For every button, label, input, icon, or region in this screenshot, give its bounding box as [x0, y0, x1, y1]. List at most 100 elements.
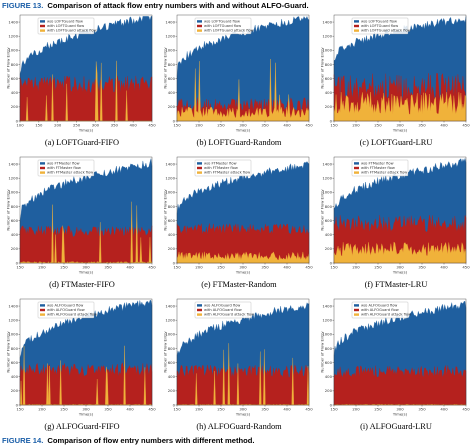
legend-entry: with LOFTGuard attack flow	[361, 29, 411, 33]
legend-swatch	[354, 313, 359, 316]
y-axis-title: Number of Flow Entry	[320, 331, 325, 373]
panel-h: 0 200 400 600 800 1000 1200 1400 150 200 250 300 350…	[163, 295, 315, 435]
x-tick-label: 450	[462, 123, 470, 128]
y-tick-label: 1200	[8, 176, 18, 181]
panel-i: 0 200 400 600 800 1000 1200 1400 150 200 250 300 350…	[320, 295, 472, 435]
legend-box	[194, 301, 252, 319]
y-tick-label: 1400	[322, 161, 332, 166]
x-axis-title: Time(s)	[392, 412, 408, 417]
x-tick-label: 400	[440, 123, 448, 128]
y-tick-label: 200	[168, 246, 176, 251]
subfigure-caption: (a) LOFTGuard-FIFO	[44, 138, 120, 147]
legend-entry: with FTMaster attack flow	[204, 171, 250, 175]
y-tick-label: 1000	[8, 332, 18, 337]
x-tick-label: 200	[38, 265, 46, 270]
legend-entry: with ALFOGuard flow	[47, 308, 85, 312]
y-tick-label: 1400	[165, 161, 175, 166]
legend-entry: w/o LOFTGuard flow	[204, 19, 240, 23]
legend-swatch	[197, 166, 202, 170]
x-tick-label: 150	[173, 123, 181, 128]
series-attack-area	[333, 241, 467, 264]
x-tick-label: 450	[462, 407, 470, 412]
x-tick-label: 250	[374, 123, 382, 128]
y-axis-title: Number of Flow Entry	[320, 189, 325, 231]
y-tick-label: 400	[168, 232, 176, 237]
y-tick-label: 1000	[165, 190, 175, 195]
y-tick-label: 0	[16, 260, 19, 265]
x-tick-label: 400	[126, 265, 134, 270]
x-tick-label: 400	[283, 265, 291, 270]
legend-entry: with ALFOGuard flow	[361, 308, 399, 312]
y-tick-label: 800	[325, 346, 333, 351]
series-attack-area	[19, 201, 153, 264]
legend-swatch	[40, 29, 45, 32]
legend-entry: with ALFOGuard attack flow	[204, 313, 254, 317]
figure-13-caption: FIGURE 13. Comparison of attack flow entr…	[2, 1, 309, 10]
y-tick-label: 1200	[8, 34, 18, 39]
y-axis-title: Number of Flow Entry	[163, 189, 168, 231]
subfigure-caption: (c) LOFTGuard-LRU	[359, 138, 433, 147]
x-tick-label: 450	[305, 265, 313, 270]
x-tick-label: 250	[60, 407, 68, 412]
figure-14-text: Comparison of flow entry numbers with di…	[47, 436, 255, 445]
x-tick-label: 250	[217, 265, 225, 270]
chart-f: 0 200 400 600 800 1000 1200 1400 150 200 250 300 350…	[320, 156, 470, 275]
x-tick-label: 100	[16, 123, 24, 128]
x-tick-label: 400	[130, 123, 138, 128]
x-tick-label: 200	[195, 265, 203, 270]
x-tick-label: 300	[396, 265, 404, 270]
y-tick-label: 1200	[322, 318, 332, 323]
x-tick-label: 250	[217, 407, 225, 412]
x-tick-label: 250	[374, 407, 382, 412]
legend-swatch	[40, 20, 45, 23]
y-tick-label: 1400	[322, 303, 332, 308]
legend-entry: with LOFTGuard attack flow	[47, 29, 97, 33]
legend-box	[37, 301, 95, 319]
x-tick-label: 300	[82, 265, 90, 270]
chart-c: 0 200 400 600 800 1000 1200 1400 150 200 250 300 350…	[320, 14, 470, 133]
legend-box	[37, 17, 95, 35]
y-tick-label: 1000	[322, 48, 332, 53]
legend-entry: with FTMaster flow	[47, 166, 81, 170]
x-tick-label: 250	[73, 123, 81, 128]
legend-entry: w/o LOFTGuard flow	[47, 19, 83, 23]
x-tick-label: 400	[440, 265, 448, 270]
x-axis-title: Time(s)	[78, 412, 94, 417]
x-tick-label: 200	[195, 407, 203, 412]
y-tick-label: 1200	[322, 34, 332, 39]
figure-14-grid: 0 200 400 600 800 1000 1200 1400 100 150 200 250 300…	[0, 11, 474, 435]
y-tick-label: 200	[325, 246, 333, 251]
x-axis-title: Time(s)	[392, 128, 408, 133]
legend-swatch	[354, 20, 359, 23]
x-tick-label: 400	[283, 407, 291, 412]
y-tick-label: 200	[11, 388, 19, 393]
x-tick-label: 150	[35, 123, 43, 128]
y-tick-label: 1200	[8, 318, 18, 323]
legend-swatch	[197, 20, 202, 23]
y-tick-label: 0	[173, 118, 176, 123]
legend-entry: with FTMaster flow	[361, 166, 395, 170]
y-tick-label: 800	[11, 62, 19, 67]
x-tick-label: 200	[54, 123, 62, 128]
figure-14-label: FIGURE 14.	[2, 436, 44, 445]
y-tick-label: 800	[11, 346, 19, 351]
legend-swatch	[197, 171, 202, 174]
legend-entry: w/o ALFOGuard flow	[47, 303, 83, 307]
x-tick-label: 400	[440, 407, 448, 412]
x-axis-title: Time(s)	[235, 128, 251, 133]
legend-swatch	[197, 162, 202, 165]
x-tick-label: 300	[239, 123, 247, 128]
y-tick-label: 600	[325, 218, 333, 223]
y-tick-label: 1200	[322, 176, 332, 181]
y-tick-label: 0	[173, 260, 176, 265]
y-tick-label: 200	[168, 104, 176, 109]
x-tick-label: 450	[148, 407, 156, 412]
y-tick-label: 200	[11, 104, 19, 109]
legend-box	[194, 159, 252, 177]
legend-box	[194, 17, 252, 35]
subfigure-caption: (b) LOFTGuard-Random	[196, 138, 282, 147]
series-benign-area	[176, 364, 310, 406]
y-tick-label: 400	[325, 90, 333, 95]
series-attack-area	[176, 251, 310, 264]
legend-swatch	[197, 313, 202, 316]
